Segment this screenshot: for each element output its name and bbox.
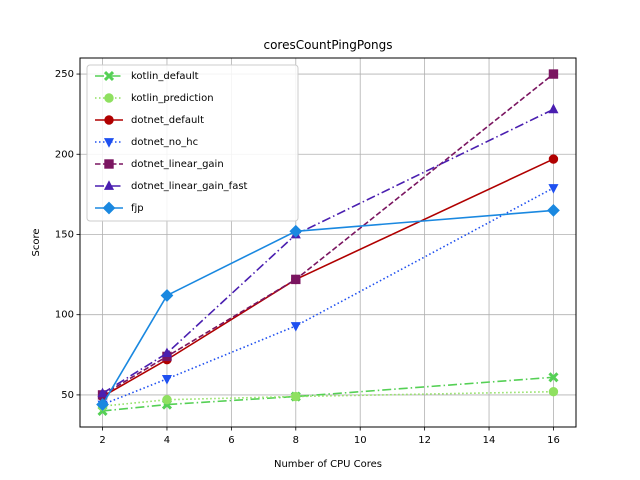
legend-marker [104, 115, 114, 125]
x-tick-label: 14 [483, 435, 496, 446]
legend-label: dotnet_linear_gain [131, 159, 224, 170]
data-point [162, 395, 172, 405]
legend-label: dotnet_linear_gain_fast [131, 181, 248, 192]
legend-label: kotlin_default [131, 71, 199, 82]
legend-item: kotlin_prediction [95, 93, 214, 104]
marker-stroke [548, 372, 559, 383]
legend-item: fjp [95, 201, 144, 215]
y-tick-label: 200 [55, 149, 74, 160]
series-layer [96, 69, 560, 417]
data-point [548, 372, 559, 383]
series-line [102, 158, 554, 398]
series-line [102, 390, 554, 407]
data-point [548, 103, 559, 114]
series-line [101, 209, 554, 405]
data-point [548, 154, 559, 164]
series-fjp [96, 204, 560, 411]
x-tick-label: 6 [228, 435, 234, 446]
legend-item: dotnet_linear_gain [95, 159, 224, 170]
y-tick-label: 150 [55, 229, 74, 240]
y-tick-label: 250 [55, 69, 74, 80]
legend: kotlin_default kotlin_prediction dotnet_de… [86, 64, 299, 222]
legend-marker [103, 70, 115, 82]
legend-item: dotnet_no_hc [95, 137, 198, 148]
data-point [289, 224, 303, 238]
legend-item: dotnet_linear_gain_fast [95, 180, 248, 192]
legend-item: dotnet_default [95, 115, 204, 126]
x-tick-label: 16 [547, 435, 560, 446]
legend-marker [102, 201, 116, 215]
data-point [161, 375, 172, 385]
data-point [290, 322, 301, 332]
x-tick-label: 2 [99, 435, 105, 446]
marker-stroke [103, 70, 115, 82]
legend-label: kotlin_prediction [131, 93, 214, 104]
legend-marker [103, 180, 115, 190]
x-tick-label: 4 [164, 435, 170, 446]
legend-label: dotnet_default [131, 115, 204, 126]
data-point [548, 387, 559, 397]
x-axis-label: Number of CPU Cores [274, 459, 382, 470]
data-point [96, 398, 109, 411]
legend-item: kotlin_default [95, 70, 199, 82]
legend-marker [103, 138, 115, 148]
series-line [102, 108, 554, 394]
legend-box [86, 64, 299, 222]
data-point [160, 289, 174, 302]
data-point [161, 347, 172, 358]
plot-frame [79, 57, 577, 428]
ticks: 2 4 6 8 10 12 14 16 50 100 150 200 250 [55, 69, 560, 446]
chart-title: coresCountPingPongs [263, 38, 392, 52]
y-axis-label: Score [31, 228, 42, 256]
legend-label: dotnet_no_hc [131, 137, 198, 148]
legend-label: fjp [131, 203, 144, 214]
y-tick-label: 50 [61, 390, 74, 401]
data-point [97, 387, 108, 398]
legend-marker [104, 159, 114, 169]
data-point [291, 391, 301, 402]
x-tick-label: 8 [293, 435, 299, 446]
data-point [547, 204, 560, 217]
data-point [291, 274, 301, 285]
data-point [548, 69, 559, 79]
x-tick-label: 10 [354, 435, 367, 446]
legend-marker [104, 93, 114, 103]
y-tick-label: 100 [55, 310, 74, 321]
x-tick-label: 12 [418, 435, 431, 446]
data-point [548, 184, 559, 194]
